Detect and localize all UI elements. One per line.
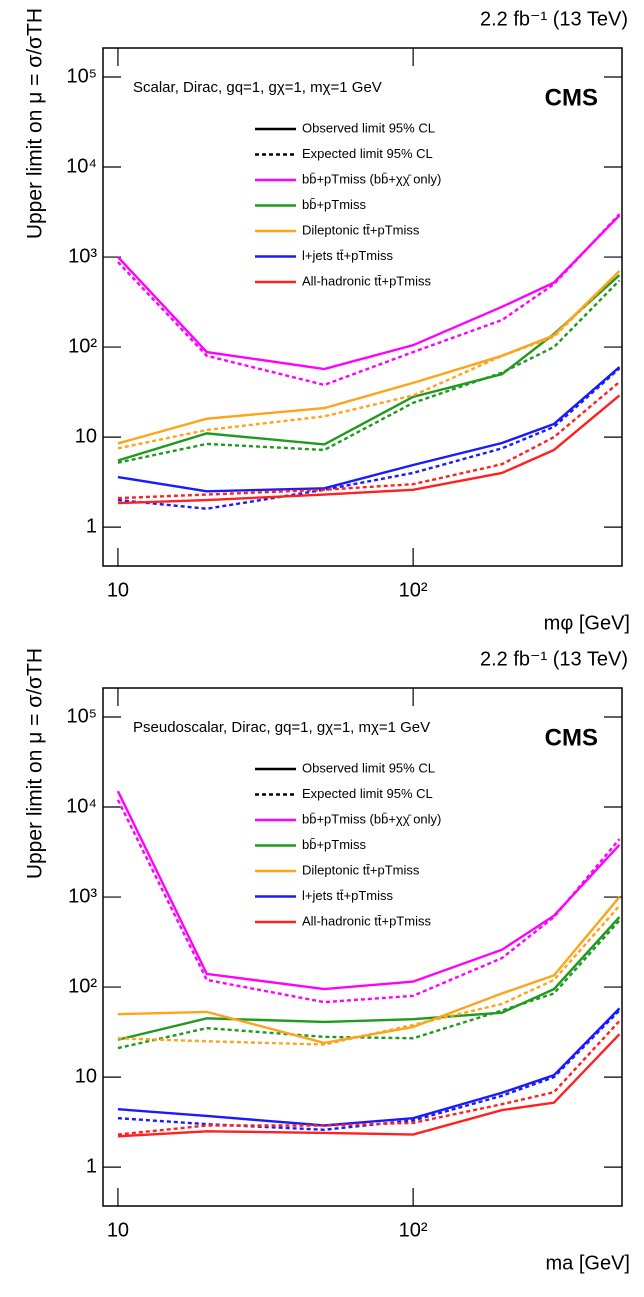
experiment: CMS bbox=[545, 84, 598, 111]
x-tick-label: 10 bbox=[107, 1219, 129, 1241]
y-tick-label: 10 bbox=[75, 1065, 97, 1087]
expected-line bbox=[117, 279, 621, 464]
expected-line bbox=[117, 904, 621, 1046]
y-axis-label: Upper limit on μ = σ/σTH bbox=[24, 8, 47, 239]
lumi: 2.2 fb⁻¹ (13 TeV) bbox=[480, 648, 628, 670]
experiment: CMS bbox=[545, 724, 598, 751]
legend-label: l+jets tt̄+pTmiss bbox=[302, 888, 394, 903]
x-tick-label: 10² bbox=[399, 1219, 428, 1241]
observed-line bbox=[117, 366, 621, 493]
observed-line bbox=[117, 270, 621, 445]
expected-line bbox=[117, 1020, 621, 1136]
legend-label: bb̄+pTmiss (bb̄+χχ̄ only) bbox=[302, 171, 441, 186]
legend-label: All-hadronic tt̄+pTmiss bbox=[302, 273, 431, 288]
y-tick-label: 10⁵ bbox=[66, 65, 97, 87]
y-tick-label: 10³ bbox=[68, 885, 97, 907]
legend-label: Observed limit 95% CL bbox=[302, 120, 435, 135]
expected-line bbox=[117, 381, 621, 500]
y-tick-label: 10 bbox=[75, 425, 97, 447]
y-tick-label: 10² bbox=[68, 335, 97, 357]
legend-label: l+jets tt̄+pTmiss bbox=[302, 248, 394, 263]
y-tick-label: 10⁵ bbox=[66, 705, 97, 727]
legend-label: Expected limit 95% CL bbox=[302, 786, 433, 801]
observed-line bbox=[117, 394, 621, 505]
x-tick-label: 10 bbox=[107, 579, 129, 601]
observed-line bbox=[117, 1007, 621, 1127]
y-tick-label: 1 bbox=[86, 1155, 97, 1177]
legend-label: Dileptonic tt̄+pTmiss bbox=[302, 222, 420, 237]
legend-label: bb̄+pTmiss bbox=[302, 837, 366, 852]
lumi: 2.2 fb⁻¹ (13 TeV) bbox=[480, 8, 628, 30]
legend-label: All-hadronic tt̄+pTmiss bbox=[302, 913, 431, 928]
y-tick-label: 1 bbox=[86, 515, 97, 537]
legend-label: bb̄+pTmiss bbox=[302, 197, 366, 212]
plot-frame bbox=[102, 47, 623, 567]
observed-line bbox=[116, 790, 621, 991]
y-tick-label: 10³ bbox=[68, 245, 97, 267]
y-tick-label: 10⁴ bbox=[66, 155, 97, 177]
expected-line bbox=[117, 213, 621, 387]
y-tick-label: 10² bbox=[68, 975, 97, 997]
x-axis-label: mφ [GeV] bbox=[544, 612, 630, 634]
expected-line bbox=[117, 1009, 621, 1131]
observed-line bbox=[117, 896, 621, 1045]
subtitle: Scalar, Dirac, gq=1, gχ=1, mχ=1 GeV bbox=[133, 79, 382, 96]
x-tick-label: 10² bbox=[399, 579, 428, 601]
legend-label: Dileptonic tt̄+pTmiss bbox=[302, 862, 420, 877]
expected-line bbox=[117, 919, 621, 1050]
observed-line bbox=[117, 916, 621, 1041]
subtitle: Pseudoscalar, Dirac, gq=1, gχ=1, mχ=1 Ge… bbox=[133, 719, 430, 736]
x-axis-label: ma [GeV] bbox=[546, 1252, 630, 1274]
legend-label: Observed limit 95% CL bbox=[302, 760, 435, 775]
expected-line bbox=[116, 799, 621, 1004]
legend-label: bb̄+pTmiss (bb̄+χχ̄ only) bbox=[302, 811, 441, 826]
y-axis-label: Upper limit on μ = σ/σTH bbox=[24, 648, 47, 879]
y-tick-label: 10⁴ bbox=[66, 795, 97, 817]
plot-frame bbox=[102, 687, 623, 1207]
legend-label: Expected limit 95% CL bbox=[302, 146, 433, 161]
observed-line bbox=[117, 1033, 621, 1138]
observed-line bbox=[117, 214, 621, 371]
